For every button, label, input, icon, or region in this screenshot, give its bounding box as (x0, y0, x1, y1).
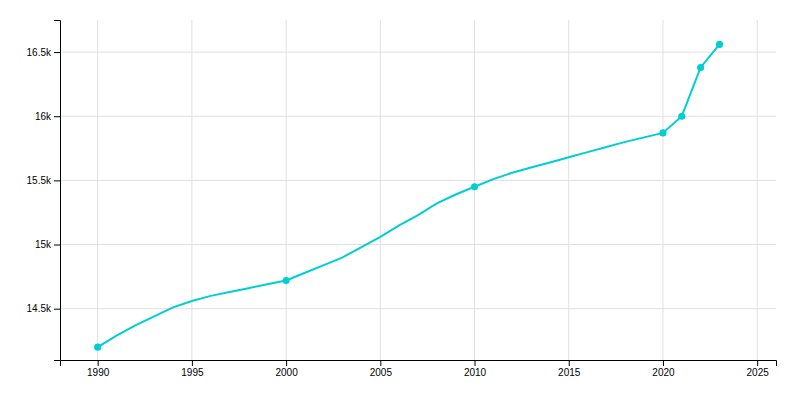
y-tick: 15k (35, 239, 60, 250)
y-axis-line (54, 21, 61, 361)
x-tick-mark (98, 360, 99, 366)
x-tick-label: 2020 (652, 367, 675, 378)
grid-line (60, 180, 776, 181)
x-tick-label: 2010 (464, 367, 487, 378)
x-tick-label: 1990 (87, 367, 110, 378)
x-tick-mark (569, 360, 570, 366)
line (98, 44, 720, 347)
y-axis: 14.5k 15k 15.5k 16k 16.5k (27, 21, 61, 361)
y-tick: 15.5k (27, 175, 60, 186)
x-tick: 2020 (652, 360, 675, 378)
marker (716, 41, 723, 48)
grid-line (60, 52, 776, 53)
x-tick: 1995 (181, 360, 204, 378)
x-tick: 2010 (464, 360, 487, 378)
markers (94, 41, 723, 351)
y-tick-mark (54, 245, 60, 246)
marker (94, 344, 101, 351)
x-tick: 2005 (370, 360, 393, 378)
y-tick-label: 16k (35, 111, 52, 122)
grid-line (60, 116, 776, 117)
x-tick: 2000 (275, 360, 298, 378)
y-tick-label: 15k (35, 239, 52, 250)
marker (697, 64, 704, 71)
marker (659, 129, 666, 136)
marker (471, 183, 478, 190)
y-tick-label: 14.5k (27, 303, 52, 314)
y-tick-mark (54, 309, 60, 310)
x-tick-label: 2000 (275, 367, 298, 378)
x-tick: 2025 (747, 360, 770, 378)
x-tick-mark (757, 360, 758, 366)
y-tick-label: 16.5k (27, 47, 52, 58)
grid-line (60, 244, 776, 245)
x-tick-label: 2025 (747, 367, 770, 378)
x-axis: 1990 1995 2000 2005 2010 2015 2020 2025 (61, 360, 777, 378)
x-tick-label: 2005 (370, 367, 393, 378)
grid (60, 20, 776, 360)
y-tick-label: 15.5k (27, 175, 52, 186)
chart: 1990 1995 2000 2005 2010 2015 2020 2025 14.5k 15k… (0, 0, 800, 400)
x-tick-label: 2015 (558, 367, 581, 378)
marker (678, 113, 685, 120)
x-tick-mark (475, 360, 476, 366)
y-tick: 16.5k (27, 47, 60, 58)
plot-marks (94, 41, 723, 351)
x-tick: 1990 (87, 360, 110, 378)
y-tick-mark (54, 180, 60, 181)
y-tick-mark (54, 116, 60, 117)
x-tick-mark (380, 360, 381, 366)
marker (283, 277, 290, 284)
x-tick-mark (286, 360, 287, 366)
y-tick: 14.5k (27, 303, 60, 314)
x-tick-label: 1995 (181, 367, 204, 378)
x-tick-mark (663, 360, 664, 366)
x-tick: 2015 (558, 360, 581, 378)
x-tick-mark (192, 360, 193, 366)
y-tick: 16k (35, 111, 60, 122)
x-axis-line (61, 361, 777, 367)
y-tick-mark (54, 52, 60, 53)
